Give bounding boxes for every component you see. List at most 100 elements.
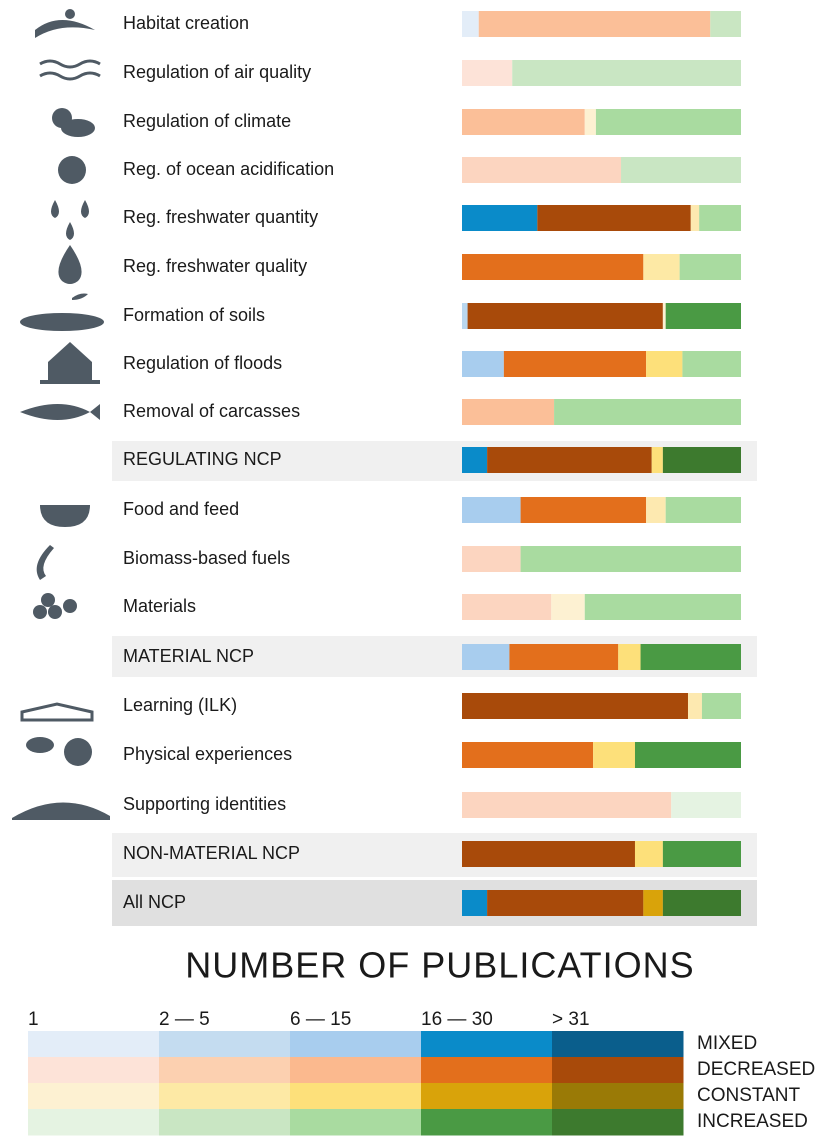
legend-swatch: [159, 1109, 291, 1136]
category-label: Physical experiences: [123, 744, 292, 764]
legend-swatch: [159, 1031, 291, 1058]
bar-segment: [462, 109, 585, 135]
category-label: REGULATING NCP: [123, 449, 282, 469]
bar-segment: [504, 351, 646, 377]
bar-segment: [462, 890, 487, 916]
bar-segment: [462, 792, 671, 818]
category-label: MATERIAL NCP: [123, 646, 254, 666]
bar-segment: [462, 399, 554, 425]
legend-swatch: [421, 1057, 553, 1084]
legend-column-label: 1: [28, 1009, 39, 1030]
bar-segment: [462, 157, 621, 183]
bar-segment: [663, 841, 741, 867]
bar-segment: [641, 644, 741, 670]
bar-segment: [621, 157, 741, 183]
bar-segment: [462, 303, 468, 329]
bar-segment: [487, 447, 652, 473]
bar-segment: [509, 644, 618, 670]
bar-segment: [643, 254, 679, 280]
category-label: Reg. freshwater quantity: [123, 207, 318, 227]
category-label: Regulation of climate: [123, 111, 291, 131]
bar-segment: [688, 693, 702, 719]
category-label: All NCP: [123, 892, 186, 912]
icons: [12, 9, 110, 820]
bar-segment: [646, 351, 682, 377]
bar-segment: [462, 351, 504, 377]
legend-swatch: [290, 1057, 422, 1084]
bar-segment: [585, 109, 596, 135]
bar-segment: [663, 447, 741, 473]
legend-swatch: [552, 1057, 684, 1084]
category-label: Removal of carcasses: [123, 401, 300, 421]
category-label: Reg. freshwater quality: [123, 256, 307, 276]
legend-column-label: > 31: [552, 1009, 590, 1030]
legend-column-label: 2 — 5: [159, 1009, 210, 1030]
bar-segment: [521, 546, 741, 572]
bar-segment: [462, 841, 635, 867]
bar-segment: [479, 11, 711, 37]
category-label: Formation of soils: [123, 305, 265, 325]
bar-segment: [462, 11, 479, 37]
bar-segment: [521, 497, 647, 523]
category-label: NON-MATERIAL NCP: [123, 843, 300, 863]
bar-segment: [635, 742, 741, 768]
category-label: Reg. of ocean acidification: [123, 159, 334, 179]
bar-segment: [666, 303, 741, 329]
legend-swatch: [159, 1083, 291, 1110]
legend-label: DECREASED: [697, 1059, 815, 1080]
bar-segment: [462, 644, 509, 670]
bar-segment: [462, 205, 537, 231]
bar-segment: [462, 546, 521, 572]
legend-swatch: [552, 1083, 684, 1110]
chart: NUMBER OF PUBLICATIONS Habitat creation R…: [0, 0, 838, 1136]
bar-segment: [487, 890, 643, 916]
bar-segment: [643, 890, 663, 916]
bar-segment: [462, 594, 551, 620]
bar-segment: [646, 497, 666, 523]
legend-swatch: [290, 1031, 422, 1058]
legend-label: MIXED: [697, 1033, 757, 1054]
bar-segment: [462, 497, 521, 523]
category-label: Habitat creation: [123, 13, 249, 33]
legend-swatch: [421, 1109, 553, 1136]
bar-segment: [512, 60, 741, 86]
bar-segment: [596, 109, 741, 135]
bar-segment: [663, 303, 666, 329]
bar-segment: [462, 693, 688, 719]
legend-swatch: [552, 1031, 684, 1058]
legend-title: NUMBER OF PUBLICATIONS: [185, 945, 694, 986]
bar-segment: [635, 841, 663, 867]
legend-swatch: [421, 1031, 553, 1058]
category-label: Regulation of floods: [123, 353, 282, 373]
legend-swatch: [290, 1109, 422, 1136]
category-label: Materials: [123, 596, 196, 616]
bar-segment: [663, 890, 741, 916]
bar-segment: [666, 497, 741, 523]
legend-swatch: [28, 1057, 160, 1084]
legend-column-label: 6 — 15: [290, 1009, 351, 1030]
category-label: Biomass-based fuels: [123, 548, 290, 568]
category-label: Food and feed: [123, 499, 239, 519]
bar-segment: [680, 254, 741, 280]
bar-segment: [551, 594, 584, 620]
legend-swatch: [159, 1057, 291, 1084]
bar-segment: [462, 742, 593, 768]
bar-segment: [462, 254, 643, 280]
legend-swatch: [421, 1083, 553, 1110]
bar-segment: [691, 205, 699, 231]
bar-segment: [618, 644, 640, 670]
bar-segment: [462, 60, 512, 86]
category-label: Regulation of air quality: [123, 62, 311, 82]
legend-swatch: [552, 1109, 684, 1136]
bar-segment: [682, 351, 741, 377]
legend-column-label: 16 — 30: [421, 1009, 493, 1030]
legend-swatch: [28, 1083, 160, 1110]
bar-segment: [652, 447, 663, 473]
legend-label: INCREASED: [697, 1111, 808, 1132]
category-label: Supporting identities: [123, 794, 286, 814]
bar-segment: [585, 594, 741, 620]
bar-segment: [671, 792, 741, 818]
category-label: Learning (ILK): [123, 695, 237, 715]
legend-swatch: [28, 1031, 160, 1058]
legend-swatch: [290, 1083, 422, 1110]
